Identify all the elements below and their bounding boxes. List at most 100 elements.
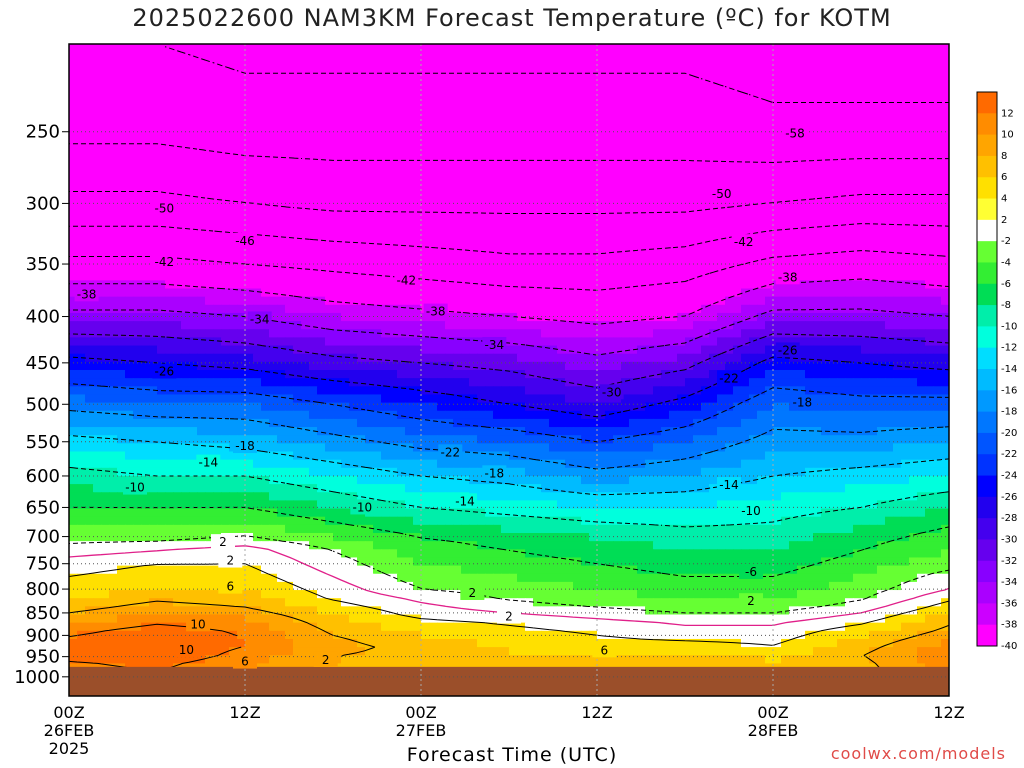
temperature-cell <box>253 84 262 94</box>
temperature-cell <box>813 394 822 404</box>
temperature-cell <box>69 272 78 281</box>
temperature-cell <box>765 60 774 70</box>
temperature-cell <box>157 76 166 86</box>
temperature-cell <box>349 223 358 233</box>
temperature-cell <box>245 158 254 167</box>
temperature-cell <box>453 272 462 281</box>
temperature-cell <box>821 149 830 159</box>
temperature-cell <box>493 158 502 167</box>
temperature-cell <box>101 255 110 265</box>
temperature-cell <box>781 52 790 61</box>
temperature-cell <box>925 402 934 412</box>
temperature-cell <box>69 386 78 396</box>
temperature-cell <box>301 304 310 314</box>
temperature-cell <box>725 312 734 322</box>
temperature-cell <box>885 60 894 70</box>
temperature-cell <box>749 386 758 396</box>
temperature-cell <box>485 312 494 322</box>
temperature-cell <box>261 149 270 159</box>
temperature-cell <box>861 345 870 355</box>
temperature-cell <box>765 255 774 265</box>
temperature-cell <box>245 149 254 159</box>
temperature-cell <box>901 264 910 273</box>
temperature-cell <box>285 402 294 412</box>
temperature-cell <box>149 166 158 175</box>
temperature-cell <box>165 402 174 412</box>
temperature-cell <box>765 109 774 118</box>
temperature-cell <box>341 182 350 192</box>
temperature-cell <box>525 109 534 118</box>
temperature-cell <box>485 182 494 192</box>
temperature-cell <box>781 337 790 347</box>
temperature-cell <box>245 410 254 420</box>
temperature-cell <box>213 207 222 216</box>
temperature-cell <box>813 361 822 371</box>
temperature-cell <box>173 394 182 404</box>
temperature-cell <box>165 321 174 330</box>
temperature-cell <box>637 149 646 159</box>
temperature-cell <box>325 386 334 396</box>
temperature-cell <box>941 207 949 216</box>
temperature-cell <box>821 215 830 224</box>
temperature-cell <box>685 141 694 151</box>
temperature-cell <box>149 84 158 94</box>
temperature-cell <box>725 353 734 363</box>
temperature-cell <box>597 239 606 249</box>
temperature-cell <box>381 52 390 61</box>
temperature-cell <box>357 272 366 281</box>
temperature-cell <box>917 361 926 371</box>
temperature-cell <box>469 370 478 379</box>
temperature-cell <box>797 101 806 110</box>
temperature-cell <box>797 207 806 216</box>
temperature-cell <box>813 166 822 175</box>
temperature-cell <box>173 288 182 298</box>
temperature-cell <box>613 280 622 290</box>
temperature-cell <box>549 174 558 184</box>
temperature-cell <box>165 353 174 363</box>
temperature-cell <box>213 247 222 257</box>
temperature-cell <box>77 321 86 330</box>
temperature-cell <box>709 239 718 249</box>
temperature-cell <box>93 84 102 94</box>
temperature-cell <box>517 288 526 298</box>
temperature-cell <box>125 370 134 379</box>
temperature-cell <box>685 296 694 306</box>
temperature-cell <box>333 231 342 241</box>
temperature-cell <box>437 60 446 70</box>
temperature-cell <box>837 76 846 86</box>
temperature-cell <box>733 304 742 314</box>
temperature-cell <box>781 288 790 298</box>
temperature-cell <box>733 60 742 70</box>
temperature-cell <box>413 125 422 135</box>
temperature-cell <box>485 255 494 265</box>
temperature-cell <box>285 288 294 298</box>
temperature-cell <box>149 239 158 249</box>
temperature-cell <box>837 361 846 371</box>
temperature-cell <box>917 239 926 249</box>
temperature-cell <box>205 288 214 298</box>
temperature-cell <box>693 264 702 273</box>
temperature-cell <box>109 255 118 265</box>
temperature-cell <box>789 288 798 298</box>
temperature-cell <box>941 239 949 249</box>
temperature-cell <box>613 321 622 330</box>
temperature-cell <box>109 410 118 420</box>
temperature-cell <box>629 280 638 290</box>
temperature-cell <box>797 117 806 127</box>
temperature-cell <box>357 345 366 355</box>
temperature-cell <box>629 109 638 118</box>
temperature-cell <box>645 402 654 412</box>
temperature-cell <box>365 272 374 281</box>
temperature-cell <box>629 239 638 249</box>
temperature-cell <box>597 402 606 412</box>
temperature-cell <box>517 353 526 363</box>
temperature-cell <box>229 166 238 175</box>
temperature-cell <box>261 386 270 396</box>
temperature-cell <box>205 410 214 420</box>
temperature-cell <box>373 117 382 127</box>
temperature-cell <box>277 141 286 151</box>
temperature-cell <box>357 52 366 61</box>
temperature-cell <box>509 272 518 281</box>
temperature-cell <box>293 44 302 53</box>
temperature-cell <box>197 288 206 298</box>
